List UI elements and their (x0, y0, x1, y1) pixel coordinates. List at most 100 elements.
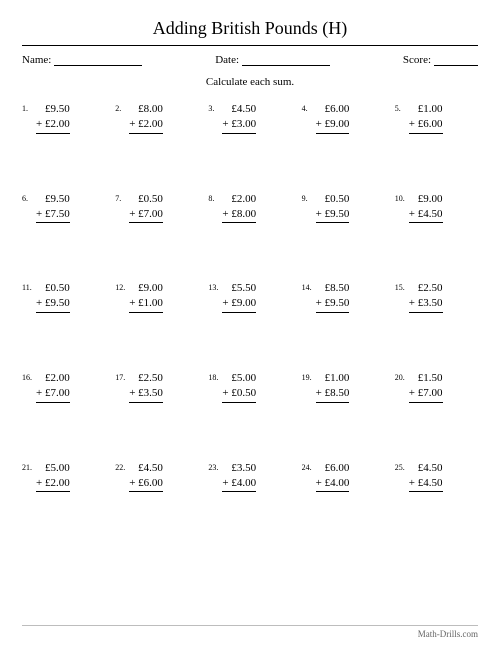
problem-number: 24. (302, 461, 316, 472)
top-addend: £2.50 (129, 371, 163, 386)
bottom-addend: + £2.00 (36, 117, 70, 134)
problem: 1.£9.50+ £2.00 (22, 102, 105, 134)
name-blank[interactable] (54, 55, 142, 66)
bottom-value: £3.00 (231, 118, 256, 130)
bottom-value: £9.00 (231, 297, 256, 309)
problem-body: £9.50+ £7.50 (36, 192, 70, 224)
top-addend: £1.00 (409, 102, 443, 117)
problem-body: £5.50+ £9.00 (222, 281, 256, 313)
bottom-value: £7.00 (45, 387, 70, 399)
problem-body: £0.50+ £7.00 (129, 192, 163, 224)
bottom-value: £9.50 (325, 297, 350, 309)
bottom-addend: + £9.00 (316, 117, 350, 134)
bottom-addend: + £3.00 (222, 117, 256, 134)
problem-number: 13. (208, 281, 222, 292)
date-blank[interactable] (242, 55, 330, 66)
bottom-addend: + £7.00 (409, 386, 443, 403)
bottom-value: £4.00 (325, 477, 350, 489)
bottom-value: £7.00 (418, 387, 443, 399)
problem: 23.£3.50+ £4.00 (208, 461, 291, 493)
problem-number: 23. (208, 461, 222, 472)
date-label: Date: (215, 54, 239, 66)
operator: + (409, 477, 415, 489)
problem-body: £1.00+ £8.50 (316, 371, 350, 403)
problem-body: £0.50+ £9.50 (36, 281, 70, 313)
top-addend: £3.50 (222, 461, 256, 476)
bottom-value: £2.00 (45, 477, 70, 489)
problem: 18.£5.00+ £0.50 (208, 371, 291, 403)
bottom-addend: + £7.50 (36, 207, 70, 224)
title-rule (22, 45, 478, 46)
problem-number: 12. (115, 281, 129, 292)
operator: + (129, 297, 135, 309)
bottom-addend: + £4.00 (222, 476, 256, 493)
top-addend: £0.50 (36, 281, 70, 296)
bottom-value: £2.00 (138, 118, 163, 130)
operator: + (222, 477, 228, 489)
problem: 4.£6.00+ £9.00 (302, 102, 385, 134)
problem: 24.£6.00+ £4.00 (302, 461, 385, 493)
bottom-addend: + £3.50 (409, 296, 443, 313)
bottom-value: £7.00 (138, 208, 163, 220)
problem: 2.£8.00+ £2.00 (115, 102, 198, 134)
problem: 20.£1.50+ £7.00 (395, 371, 478, 403)
operator: + (316, 477, 322, 489)
bottom-addend: + £4.50 (409, 207, 443, 224)
bottom-addend: + £9.50 (316, 296, 350, 313)
problem: 12.£9.00+ £1.00 (115, 281, 198, 313)
top-addend: £9.50 (36, 102, 70, 117)
bottom-value: £4.00 (231, 477, 256, 489)
date-field: Date: (215, 54, 330, 66)
operator: + (316, 387, 322, 399)
problem-body: £2.50+ £3.50 (409, 281, 443, 313)
problem-number: 18. (208, 371, 222, 382)
meta-row: Name: Date: Score: (22, 54, 478, 66)
problem: 7.£0.50+ £7.00 (115, 192, 198, 224)
bottom-value: £8.50 (325, 387, 350, 399)
problem-body: £4.50+ £6.00 (129, 461, 163, 493)
problem-number: 17. (115, 371, 129, 382)
operator: + (129, 477, 135, 489)
bottom-value: £1.00 (138, 297, 163, 309)
problem-number: 6. (22, 192, 36, 203)
problem-number: 25. (395, 461, 409, 472)
bottom-addend: + £6.00 (409, 117, 443, 134)
operator: + (409, 208, 415, 220)
problem-body: £1.00+ £6.00 (409, 102, 443, 134)
problem: 6.£9.50+ £7.50 (22, 192, 105, 224)
page-title: Adding British Pounds (H) (22, 18, 478, 39)
top-addend: £4.50 (409, 461, 443, 476)
problem: 11.£0.50+ £9.50 (22, 281, 105, 313)
score-blank[interactable] (434, 55, 478, 66)
instruction-text: Calculate each sum. (22, 76, 478, 88)
operator: + (316, 118, 322, 130)
name-field: Name: (22, 54, 142, 66)
problem: 5.£1.00+ £6.00 (395, 102, 478, 134)
problem: 25.£4.50+ £4.50 (395, 461, 478, 493)
problem-number: 21. (22, 461, 36, 472)
problem-number: 14. (302, 281, 316, 292)
bottom-value: £9.50 (45, 297, 70, 309)
bottom-value: £6.00 (138, 477, 163, 489)
problem-body: £0.50+ £9.50 (316, 192, 350, 224)
operator: + (409, 297, 415, 309)
bottom-addend: + £1.00 (129, 296, 163, 313)
problem-body: £9.00+ £4.50 (409, 192, 443, 224)
bottom-addend: + £3.50 (129, 386, 163, 403)
problem-number: 5. (395, 102, 409, 113)
problem: 16.£2.00+ £7.00 (22, 371, 105, 403)
bottom-addend: + £9.00 (222, 296, 256, 313)
operator: + (36, 387, 42, 399)
problem-number: 19. (302, 371, 316, 382)
top-addend: £9.50 (36, 192, 70, 207)
operator: + (222, 387, 228, 399)
top-addend: £0.50 (129, 192, 163, 207)
footer: Math-Drills.com (22, 625, 478, 639)
bottom-addend: + £0.50 (222, 386, 256, 403)
bottom-addend: + £4.50 (409, 476, 443, 493)
operator: + (36, 118, 42, 130)
bottom-value: £4.50 (418, 208, 443, 220)
top-addend: £9.00 (129, 281, 163, 296)
problem-body: £4.50+ £4.50 (409, 461, 443, 493)
problem-body: £1.50+ £7.00 (409, 371, 443, 403)
